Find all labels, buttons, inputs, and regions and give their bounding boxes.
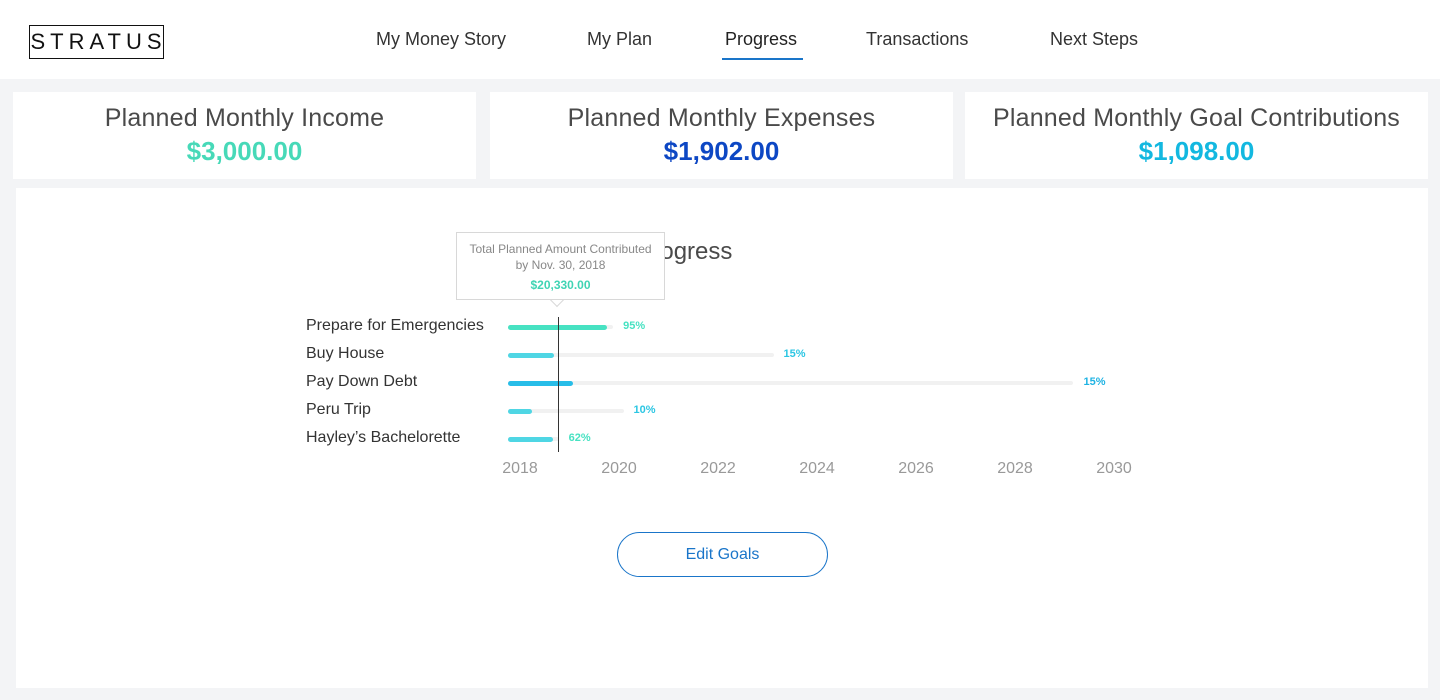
top-nav-bar: STRATUS My Money Story My Plan Progress …: [0, 0, 1440, 79]
stratus-logo[interactable]: STRATUS: [29, 25, 164, 59]
income-value: $3,000.00: [186, 136, 303, 166]
income-card: Planned Monthly Income $3,000.00: [13, 92, 476, 179]
goal-track: [507, 409, 624, 413]
nav-next-steps[interactable]: Next Steps: [1050, 29, 1139, 49]
today-marker-line: [558, 317, 559, 452]
x-axis-tick: 2020: [601, 460, 637, 477]
x-axis-tick: 2030: [1096, 460, 1132, 477]
goal-percent-label: 15%: [783, 348, 806, 360]
goal-percent-label: 15%: [1083, 376, 1106, 388]
goal-percent-label: 95%: [623, 320, 646, 332]
goal-label: Peru Trip: [306, 401, 371, 418]
contribution-tooltip: Total Planned Amount Contributed by Nov.…: [456, 232, 665, 300]
goal-progress-bar[interactable]: [507, 409, 532, 414]
goal-percent-label: 10%: [633, 404, 656, 416]
goal-progress-panel: [16, 188, 1428, 688]
goal-label: Pay Down Debt: [306, 373, 418, 390]
goal-label: Prepare for Emergencies: [306, 317, 484, 334]
tooltip-line-2: by Nov. 30, 2018: [515, 258, 606, 272]
x-axis-tick: 2026: [898, 460, 934, 477]
expenses-card: Planned Monthly Expenses $1,902.00: [490, 92, 953, 179]
nav-active-underline: [722, 58, 803, 60]
nav-my-plan[interactable]: My Plan: [587, 29, 653, 49]
contributions-value: $1,098.00: [1138, 136, 1255, 166]
goal-percent-label: 62%: [568, 432, 591, 444]
goal-progress-bar[interactable]: [507, 381, 574, 386]
tooltip-value: $20,330.00: [530, 278, 591, 292]
goal-progress-bar[interactable]: [507, 437, 553, 442]
expenses-value: $1,902.00: [663, 136, 780, 166]
goal-track: [507, 353, 774, 357]
goal-track: [507, 381, 1074, 385]
goal-label: Buy House: [306, 345, 385, 362]
goal-progress-bar[interactable]: [507, 325, 608, 330]
tooltip-line-1: Total Planned Amount Contributed: [469, 242, 652, 256]
nav-transactions[interactable]: Transactions: [866, 29, 969, 49]
goal-progress-bar[interactable]: [507, 353, 554, 358]
x-axis-tick: 2018: [502, 460, 538, 477]
expenses-title: Planned Monthly Expenses: [567, 104, 876, 132]
income-title: Planned Monthly Income: [104, 104, 385, 132]
nav-my-money-story[interactable]: My Money Story: [376, 29, 507, 49]
x-axis-tick: 2028: [997, 460, 1033, 477]
edit-goals-button[interactable]: Edit Goals: [617, 532, 828, 577]
contributions-title: Planned Monthly Goal Contributions: [992, 104, 1401, 132]
contributions-card: Planned Monthly Goal Contributions $1,09…: [965, 92, 1428, 179]
x-axis-tick: 2022: [700, 460, 736, 477]
goal-label: Hayley’s Bachelorette: [306, 429, 461, 446]
x-axis-tick: 2024: [799, 460, 835, 477]
nav-progress[interactable]: Progress: [725, 29, 798, 49]
